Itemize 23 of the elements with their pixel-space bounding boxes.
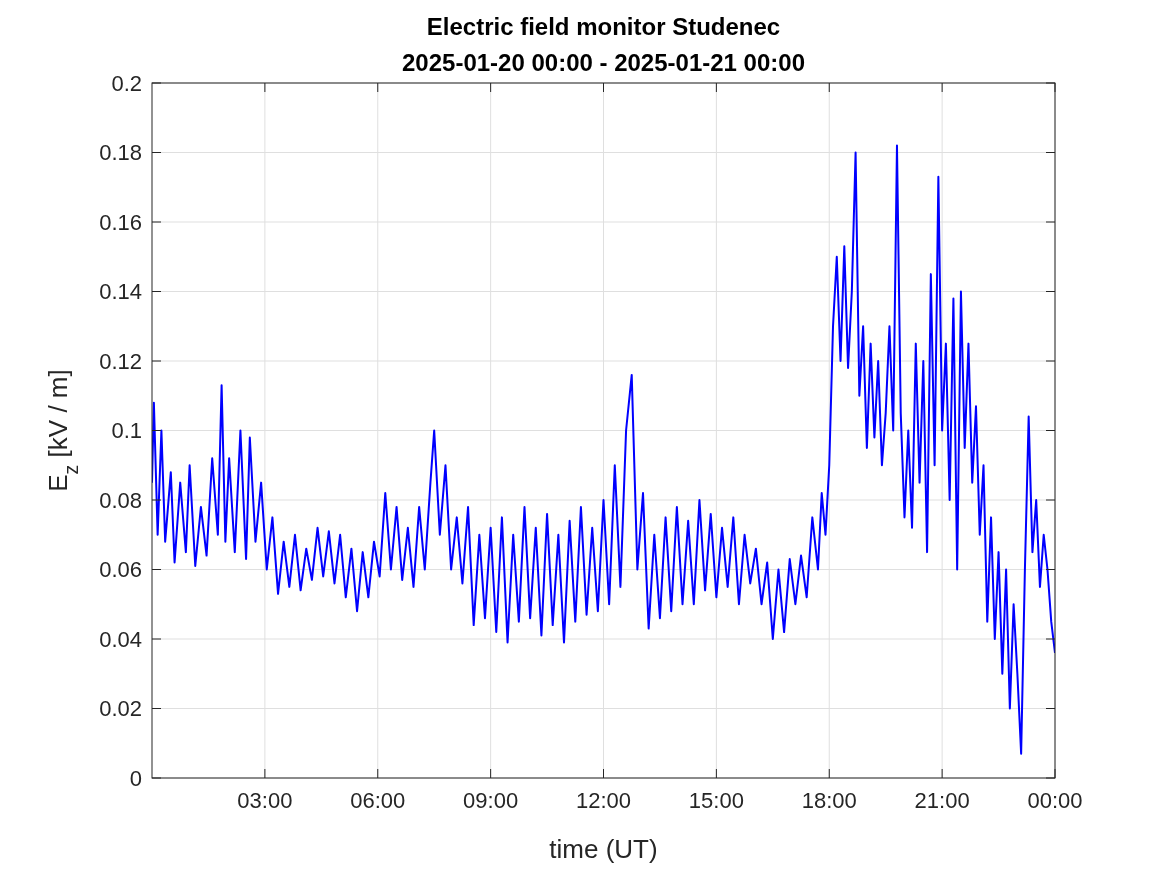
y-tick-label: 0.16 bbox=[99, 209, 142, 235]
y-tick-label: 0.12 bbox=[99, 348, 142, 374]
y-tick-label: 0.04 bbox=[99, 626, 142, 652]
x-tick-label: 06:00 bbox=[350, 788, 406, 813]
y-tick-label: 0.06 bbox=[99, 557, 142, 583]
x-tick-label: 21:00 bbox=[914, 788, 970, 813]
y-tick-label: 0.08 bbox=[99, 487, 142, 513]
x-tick-label: 12:00 bbox=[575, 788, 632, 813]
y-tick-label: 0.2 bbox=[111, 70, 142, 96]
y-tick-label: 0.02 bbox=[99, 696, 142, 722]
y-tick-label: 0.18 bbox=[99, 140, 142, 166]
x-tick-label: 03:00 bbox=[237, 788, 293, 813]
y-tick-label: 0.1 bbox=[111, 418, 142, 444]
y-tick-label: 0.14 bbox=[99, 279, 142, 305]
x-tick-label: 18:00 bbox=[801, 788, 857, 813]
y-tick-label: 0 bbox=[129, 765, 142, 791]
x-tick-label: 15:00 bbox=[688, 788, 744, 813]
line-series bbox=[152, 144, 1055, 755]
x-tick-label: 09:00 bbox=[463, 788, 519, 813]
chart-title: Electric field monitor Studenec bbox=[426, 13, 781, 40]
x-axis-title: time (UT) bbox=[549, 834, 658, 864]
x-tick-label: 00:00 bbox=[1027, 788, 1083, 813]
chart-subtitle: 2025-01-20 00:00 - 2025-01-21 00:00 bbox=[402, 49, 805, 76]
